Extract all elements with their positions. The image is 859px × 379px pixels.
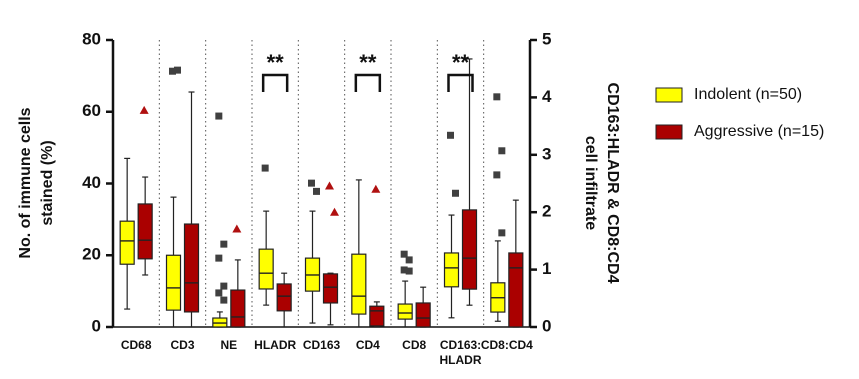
outlier xyxy=(232,224,242,233)
y-axis-label: No. of immune cells xyxy=(17,107,34,258)
outlier xyxy=(174,66,181,74)
outlier xyxy=(405,256,413,264)
box-group xyxy=(461,58,478,306)
x-tick-label: CD8 xyxy=(402,338,426,352)
y-tick-label: 20 xyxy=(82,245,101,264)
box xyxy=(137,203,153,260)
outlier xyxy=(498,147,506,155)
box xyxy=(258,248,274,290)
box xyxy=(508,252,524,328)
outlier xyxy=(330,207,339,216)
y2-tick-label: 4 xyxy=(542,87,552,106)
box-group xyxy=(351,179,367,328)
x-tick-label: CD4 xyxy=(356,338,380,352)
y2-axis-label: CD163:HLADR & CD8:CD4 xyxy=(604,83,621,284)
y-tick-label: 80 xyxy=(82,29,101,48)
y-axis-label: stained (%) xyxy=(39,140,56,225)
outlier xyxy=(371,184,381,193)
x-tick-label: CD3 xyxy=(170,338,194,352)
outlier xyxy=(169,67,176,75)
box-group xyxy=(490,93,506,322)
outlier xyxy=(400,250,408,258)
box-group xyxy=(183,91,200,328)
significance-bracket xyxy=(261,73,289,92)
box xyxy=(165,254,182,311)
y2-tick-label: 2 xyxy=(542,202,551,221)
outlier xyxy=(313,187,320,195)
box xyxy=(397,303,413,320)
x-tick-label: NE xyxy=(220,338,237,352)
legend-swatch xyxy=(655,124,683,140)
significance-bracket xyxy=(354,73,382,92)
x-tick-label: HLADR xyxy=(254,338,296,352)
box-group xyxy=(137,105,153,276)
outlier xyxy=(220,296,228,304)
x-tick-label: CD8:CD4 xyxy=(481,338,533,352)
outlier xyxy=(261,164,269,172)
box-group xyxy=(443,131,460,319)
significance-label: ** xyxy=(452,50,470,75)
outlier xyxy=(220,282,228,290)
box-group xyxy=(304,179,321,324)
box xyxy=(351,253,367,315)
y2-tick-label: 3 xyxy=(542,144,551,163)
outlier xyxy=(215,112,223,120)
box xyxy=(415,302,431,328)
box xyxy=(183,223,200,313)
box-group xyxy=(230,224,246,328)
outlier xyxy=(215,289,223,297)
box xyxy=(461,209,478,290)
y2-tick-label: 5 xyxy=(542,29,551,48)
box-group xyxy=(119,157,135,310)
box-group xyxy=(415,286,431,328)
legend-label: Aggressive (n=15) xyxy=(694,123,824,140)
box-group xyxy=(369,184,385,328)
outlier xyxy=(493,93,501,101)
significance-label: ** xyxy=(359,50,377,75)
y2-axis-label: cell infiltrate xyxy=(582,136,599,230)
box-group xyxy=(322,181,339,326)
y-tick-label: 0 xyxy=(92,316,101,335)
outlier xyxy=(325,181,334,190)
box xyxy=(443,252,460,288)
outlier xyxy=(405,267,413,275)
box xyxy=(119,220,135,265)
significance-label: ** xyxy=(267,50,285,75)
box-group xyxy=(212,112,228,328)
box-group xyxy=(258,164,274,306)
outlier xyxy=(498,229,506,237)
legend-swatch xyxy=(655,87,683,103)
outlier xyxy=(452,189,459,197)
outlier xyxy=(215,254,223,262)
box-group xyxy=(276,272,292,328)
outlier xyxy=(493,171,501,179)
x-tick-label: CD68 xyxy=(121,338,152,352)
legend-label: Indolent (n=50) xyxy=(694,86,802,103)
box xyxy=(230,289,246,328)
y2-tick-label: 0 xyxy=(542,316,551,335)
box xyxy=(369,305,385,327)
outlier xyxy=(308,179,315,187)
x-tick-label: CD163: HLADR xyxy=(440,338,482,367)
box xyxy=(276,283,292,312)
outlier xyxy=(447,131,454,139)
box-group xyxy=(165,66,182,328)
outlier xyxy=(400,266,408,274)
outlier xyxy=(220,240,228,248)
box-group xyxy=(397,250,413,328)
y2-tick-label: 1 xyxy=(542,259,551,278)
box xyxy=(322,273,339,304)
outlier xyxy=(139,105,149,114)
box-group xyxy=(508,199,524,328)
y-tick-label: 40 xyxy=(82,173,101,192)
y-tick-label: 60 xyxy=(82,101,101,120)
significance-bracket xyxy=(447,73,474,92)
x-tick-label: CD163 xyxy=(303,338,341,352)
